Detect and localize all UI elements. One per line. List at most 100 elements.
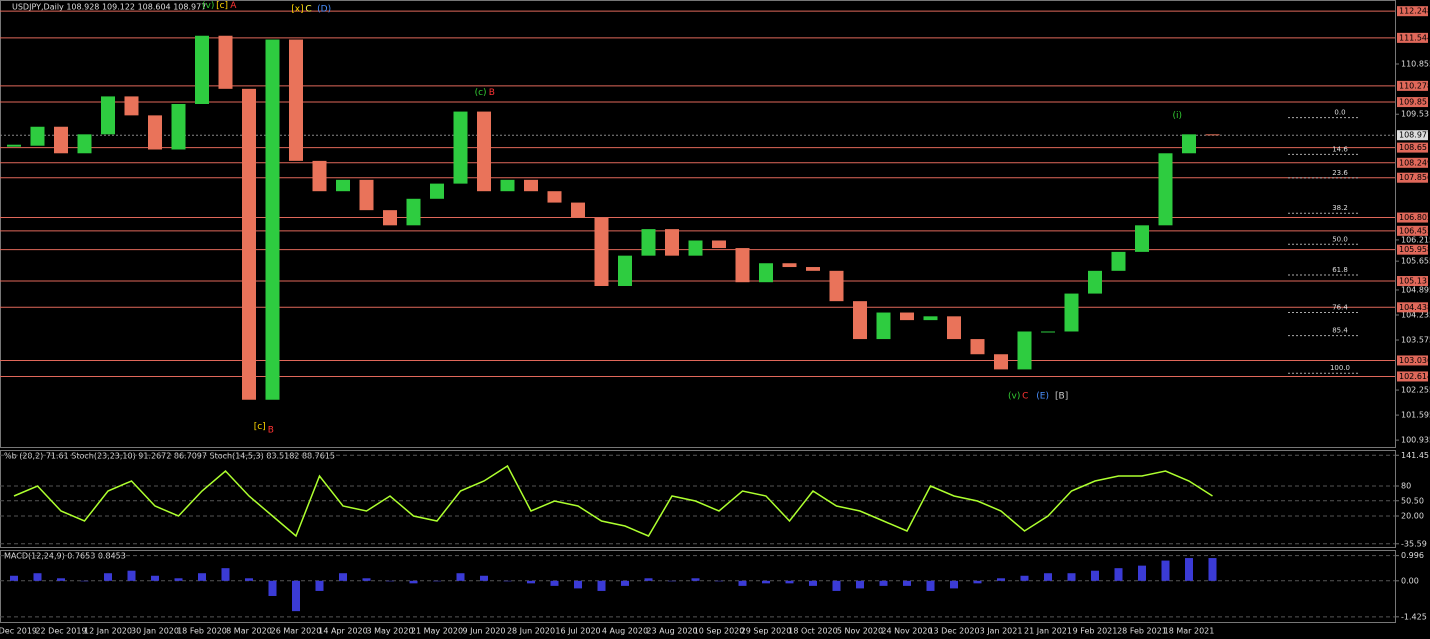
x-tick-label: 22 Dec 2019	[35, 627, 86, 636]
candle	[289, 39, 303, 161]
wave-label: (v)	[1008, 391, 1020, 401]
histogram-bar	[409, 580, 418, 584]
level-label-box	[1397, 80, 1428, 91]
histogram-bar	[127, 570, 136, 581]
candle	[1064, 293, 1079, 332]
wave-label: (c)	[475, 88, 487, 98]
histogram-bar	[386, 580, 394, 582]
histogram-bar	[644, 578, 653, 581]
candle	[265, 39, 280, 400]
histogram-bar	[1067, 573, 1076, 581]
histogram-bar	[503, 580, 512, 582]
candle	[829, 270, 844, 302]
histogram-bar	[738, 580, 747, 586]
x-tick-label: 21 Jan 2021	[1024, 627, 1072, 636]
level-label: 105.131	[1399, 277, 1430, 286]
candle	[195, 35, 209, 104]
x-tick-label: 18 Feb 2020	[177, 627, 227, 636]
histogram-bar	[33, 573, 42, 581]
histogram-bar	[550, 580, 559, 586]
histogram-bar	[809, 580, 817, 586]
candle	[359, 179, 374, 211]
candle	[54, 126, 68, 154]
level-label: 108.249	[1399, 158, 1430, 167]
level-label: 104.438	[1399, 303, 1430, 312]
wave-label: [c]	[216, 1, 228, 11]
histogram-bar	[973, 580, 982, 584]
wave-label: B	[268, 426, 274, 436]
histogram-bar	[574, 580, 582, 589]
wave-label: (D)	[317, 5, 331, 15]
candle	[477, 111, 491, 192]
level-label: 108.65	[1399, 143, 1427, 152]
y-tick-label: -35.59	[1401, 539, 1427, 548]
candle	[171, 103, 186, 150]
candle	[148, 115, 162, 150]
candle	[571, 202, 585, 218]
candle	[500, 179, 515, 192]
level-label: 106.455	[1399, 226, 1430, 235]
histogram-bar	[1114, 568, 1123, 581]
level-label-box	[1397, 157, 1428, 168]
x-tick-label: 26 Mar 2020	[271, 627, 322, 636]
level-label-box	[1397, 212, 1428, 223]
y-tick-label: 50.50	[1401, 496, 1424, 505]
histogram-bar	[715, 580, 723, 582]
y-tick-label: 102.255	[1401, 386, 1430, 395]
price-panel	[0, 0, 1396, 448]
candle	[1017, 331, 1032, 370]
histogram-bar	[997, 578, 1005, 581]
candle	[1205, 134, 1220, 136]
candle	[618, 255, 632, 286]
fib-label: 100.0	[1330, 364, 1350, 372]
x-tick-label: 21 May 2020	[411, 627, 463, 636]
histogram-bar	[879, 580, 888, 586]
x-tick-label: 3 Dec 2019	[0, 627, 37, 636]
level-label-box	[1397, 225, 1428, 236]
candle	[336, 179, 350, 192]
oscillator-panel	[0, 450, 1396, 548]
histogram-bar	[292, 580, 300, 612]
fib-label: 50.0	[1332, 235, 1348, 243]
histogram-bar	[315, 580, 324, 591]
histogram-bar	[1020, 575, 1029, 581]
x-tick-label: 8 Mar 2020	[226, 627, 272, 636]
candle	[665, 229, 679, 256]
oscillator-title: %b (20,2) 71.61 Stoch(23,23,10) 91.2672 …	[4, 452, 335, 461]
histogram-bar	[362, 578, 371, 581]
candle	[1135, 225, 1149, 252]
candle	[312, 160, 327, 192]
x-tick-label: 16 Jul 2020	[555, 627, 600, 636]
histogram-bar	[456, 573, 465, 581]
candle	[524, 179, 538, 192]
macd-panel	[0, 550, 1396, 623]
candle	[735, 248, 750, 283]
current-price-box	[1397, 130, 1428, 141]
wave-label: (E)	[1036, 391, 1049, 401]
level-label: 112.248	[1399, 7, 1430, 16]
wave-label: (i)	[1173, 111, 1183, 121]
x-tick-label: 14 Apr 2020	[318, 627, 367, 636]
y-tick-label: 103.575	[1401, 336, 1430, 345]
histogram-bar	[174, 578, 183, 581]
histogram-bar	[245, 578, 253, 581]
level-label: 102.614	[1399, 372, 1430, 381]
level-label: 109.851	[1399, 98, 1430, 107]
x-tick-label: 28 Feb 2021	[1117, 627, 1167, 636]
oscillator-line	[13, 464, 1213, 538]
x-tick-label: 29 Sep 2020	[741, 627, 792, 636]
histogram-bar	[10, 575, 18, 581]
histogram-bar	[950, 580, 958, 589]
histogram-bar	[104, 573, 112, 581]
x-tick-label: 24 Nov 2020	[881, 627, 932, 636]
level-label: 107.856	[1399, 173, 1430, 182]
candle	[7, 144, 21, 147]
y-tick-label: 141.45	[1401, 451, 1429, 460]
fib-label: 85.4	[1332, 327, 1348, 335]
fib-label: 38.2	[1332, 204, 1348, 212]
histogram-bar	[1091, 570, 1099, 581]
histogram-bar	[856, 580, 864, 589]
level-label-box	[1397, 244, 1428, 255]
histogram-bar	[480, 575, 488, 581]
